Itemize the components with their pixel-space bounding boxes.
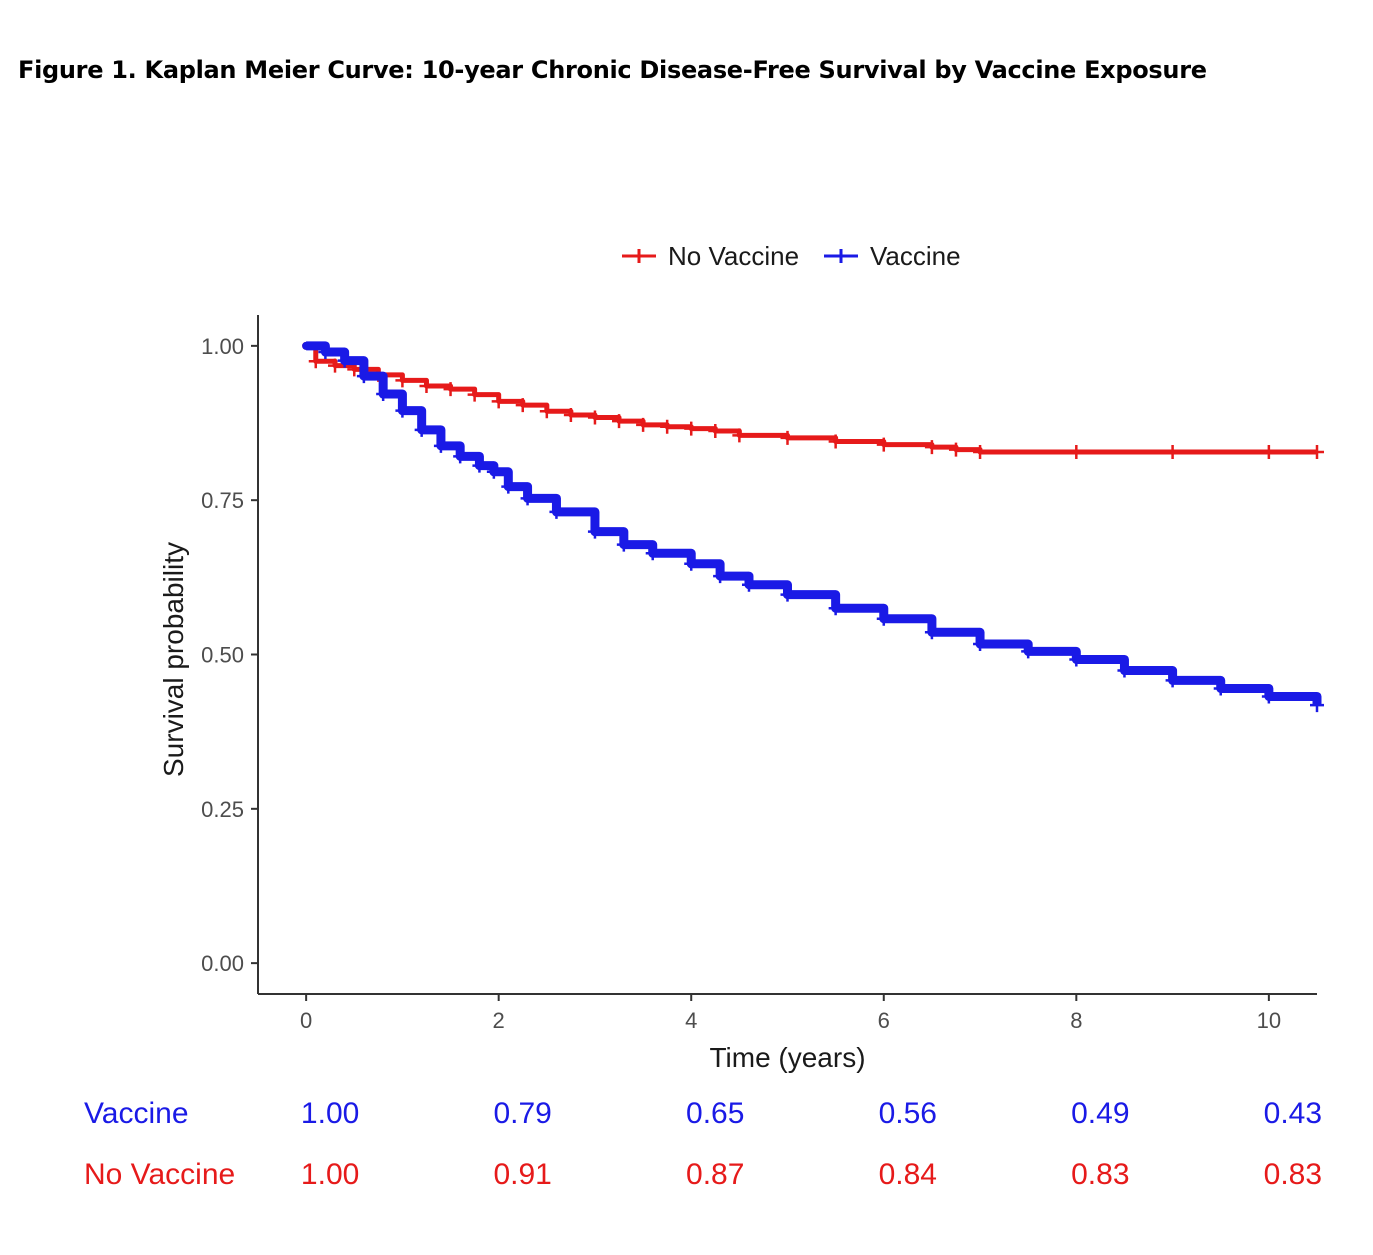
censor-mark (780, 587, 795, 602)
censor-mark (356, 369, 371, 384)
x-tick-label: 4 (685, 1008, 697, 1033)
legend-key-plus (632, 249, 646, 263)
censor-mark (467, 387, 482, 402)
axes: 0.00 0.25 0.50 0.75 1.00 0 2 4 6 8 10 Time (years) S… (158, 315, 1317, 1073)
censor-marks-vaccine (302, 341, 1324, 713)
censor-mark (433, 438, 448, 453)
censor-mark (520, 491, 535, 506)
censor-mark (924, 625, 939, 640)
censor-mark (486, 464, 501, 479)
legend: No Vaccine Vaccine (622, 241, 961, 271)
censor-mark (443, 382, 458, 397)
censor-mark (549, 504, 564, 519)
censor-mark (1165, 445, 1180, 460)
x-tick-label: 8 (1070, 1008, 1082, 1033)
censor-mark (491, 394, 506, 409)
legend-key-plus (834, 249, 848, 263)
censor-mark (684, 556, 699, 571)
censor-mark (645, 546, 660, 561)
censor-mark (308, 354, 323, 369)
legend-item-vaccine: Vaccine (824, 241, 961, 271)
censor-mark (948, 442, 963, 457)
censor-mark (876, 611, 891, 626)
censor-mark (612, 414, 627, 429)
series-line-vaccine (306, 341, 1322, 706)
censor-mark (419, 378, 434, 393)
censor-mark (515, 398, 530, 413)
censor-mark (684, 421, 699, 436)
x-tick-label: 0 (300, 1008, 312, 1033)
censor-mark (453, 449, 468, 464)
start-point (302, 341, 311, 350)
censor-mark (708, 424, 723, 439)
censor-mark (1261, 689, 1276, 704)
y-tick-label: 0.25 (201, 797, 244, 822)
censor-mark (1213, 681, 1228, 696)
censor-mark (501, 479, 516, 494)
censor-mark (616, 537, 631, 552)
series-line-no-vaccine (306, 343, 1317, 455)
censor-mark (741, 577, 756, 592)
censor-mark (1117, 663, 1132, 678)
censor-mark (924, 440, 939, 455)
censor-mark (876, 437, 891, 452)
legend-item-no-vaccine: No Vaccine (622, 241, 799, 271)
censor-mark (780, 430, 795, 445)
censor-mark (1069, 445, 1084, 460)
censor-mark (828, 434, 843, 449)
y-tick-label: 1.00 (201, 334, 244, 359)
legend-label: No Vaccine (668, 241, 799, 271)
censor-mark (563, 407, 578, 422)
y-tick-label: 0.50 (201, 643, 244, 668)
x-tick-label: 6 (878, 1008, 890, 1033)
censor-mark (713, 569, 728, 584)
censor-mark (539, 404, 554, 419)
censor-mark (1165, 673, 1180, 688)
censor-mark (828, 601, 843, 616)
x-tick-label: 2 (493, 1008, 505, 1033)
censor-mark (395, 403, 410, 418)
censor-mark (414, 422, 429, 437)
censor-mark (973, 637, 988, 652)
censor-mark (1310, 698, 1324, 713)
censor-mark (1261, 445, 1276, 460)
censor-mark (376, 387, 391, 402)
legend-label: Vaccine (870, 241, 961, 271)
censor-mark (973, 445, 988, 460)
survival-curves (302, 341, 1324, 713)
censor-mark (395, 373, 410, 388)
censor-mark (318, 345, 333, 360)
censor-mark (587, 410, 602, 425)
y-axis-title: Survival probability (158, 542, 189, 777)
censor-marks-no-vaccine (302, 341, 1324, 460)
censor-mark (472, 458, 487, 473)
censor-mark (1310, 445, 1324, 460)
censor-mark (636, 417, 651, 432)
censor-mark (337, 353, 352, 368)
censor-mark (1021, 644, 1036, 659)
figure-title: Figure 1. Kaplan Meier Curve: 10-year Ch… (18, 56, 1207, 84)
y-tick-label: 0.75 (201, 488, 244, 513)
censor-mark (328, 358, 343, 373)
censor-mark (732, 428, 747, 443)
censor-mark (1069, 652, 1084, 667)
censor-mark (660, 419, 675, 434)
x-axis-title: Time (years) (709, 1042, 865, 1073)
censor-mark (587, 524, 602, 539)
x-tick-label: 10 (1257, 1008, 1281, 1033)
y-tick-label: 0.00 (201, 951, 244, 976)
